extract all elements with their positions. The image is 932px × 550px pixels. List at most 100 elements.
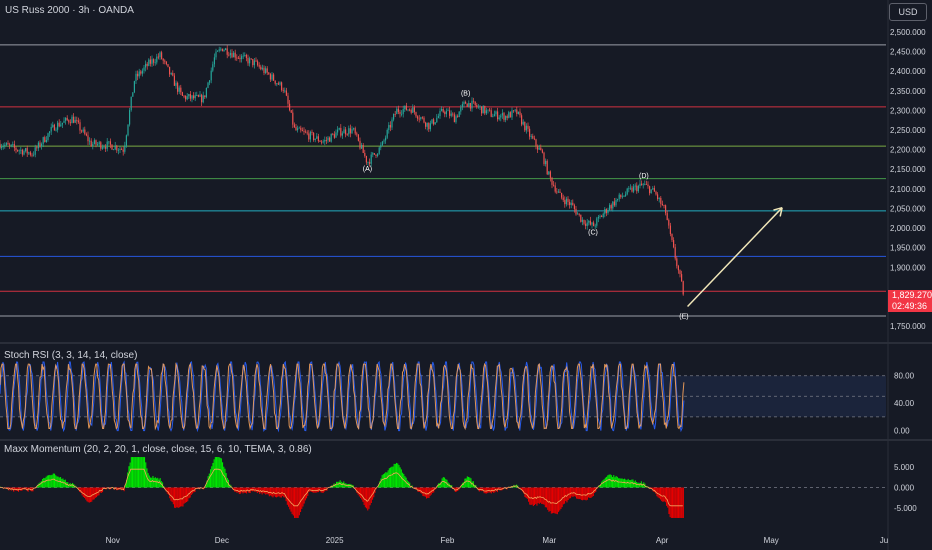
candle-body: [151, 59, 153, 64]
candle-body: [452, 113, 454, 115]
momentum-bar: [465, 478, 467, 488]
momentum-bar: [223, 466, 225, 488]
momentum-bar: [418, 487, 420, 492]
candle-body: [282, 90, 284, 91]
momentum-bar: [590, 487, 592, 499]
candle-body: [497, 111, 499, 120]
momentum-bar: [132, 457, 134, 488]
candle-body: [209, 80, 211, 83]
candle-body: [2, 146, 4, 148]
momentum-bar: [68, 484, 70, 488]
stoch-series-line: [0, 362, 685, 431]
candle-body: [615, 200, 617, 206]
candle-body: [610, 205, 612, 209]
momentum-bar: [544, 487, 546, 508]
candle-body: [100, 142, 102, 149]
momentum-bar: [482, 487, 484, 491]
momentum-bar: [288, 487, 290, 507]
momentum-bar: [51, 474, 53, 488]
momentum-bar: [274, 487, 276, 498]
price-axis-tick: 1,750.000: [890, 322, 926, 331]
candle-body: [508, 112, 510, 118]
momentum-bar: [175, 487, 177, 509]
candle-body: [146, 63, 148, 66]
momentum-bar: [520, 487, 522, 491]
candle-body: [183, 95, 185, 97]
momentum-bar: [235, 487, 237, 492]
candle-body: [245, 54, 247, 58]
wave-label: (C): [588, 230, 598, 237]
candle-body: [657, 194, 659, 199]
candle-body: [353, 128, 355, 130]
momentum-bar: [212, 462, 214, 488]
momentum-bar: [674, 487, 676, 518]
momentum-bar: [130, 457, 132, 488]
momentum-bar: [61, 478, 63, 488]
momentum-bar: [620, 478, 622, 488]
momentum-bar: [93, 487, 95, 500]
candle-body: [484, 105, 486, 114]
candle-body: [193, 95, 195, 99]
momentum-bar: [129, 462, 131, 488]
momentum-bar: [628, 480, 630, 488]
candle-body: [346, 134, 348, 136]
momentum-bar: [676, 487, 678, 518]
momentum-bar: [484, 487, 486, 494]
momentum-bar: [393, 463, 395, 488]
momentum-bar: [385, 472, 387, 488]
candle-body: [322, 141, 324, 143]
candle-body: [514, 109, 516, 111]
candle-body: [236, 57, 238, 59]
candle-body: [17, 150, 19, 151]
candle-body: [217, 50, 219, 52]
candle-body: [119, 148, 121, 150]
candle-body: [361, 145, 363, 149]
candle-body: [391, 119, 393, 128]
candle-body: [213, 57, 215, 65]
momentum-bar: [80, 487, 82, 493]
candle-body: [161, 52, 163, 59]
candle-body: [274, 80, 276, 84]
candle-body: [321, 141, 323, 143]
momentum-bar: [400, 469, 402, 488]
candle-body: [201, 94, 203, 103]
candle-body: [154, 62, 156, 64]
candle-body: [572, 202, 574, 206]
candle-body: [137, 73, 139, 77]
momentum-bar: [40, 481, 42, 488]
stoch-axis-tick: 40.00: [894, 399, 915, 408]
momentum-bar: [621, 478, 623, 488]
candle-body: [57, 122, 59, 130]
candle-body: [311, 131, 313, 133]
currency-button[interactable]: USD: [889, 3, 927, 21]
wave-label: (E): [679, 313, 688, 320]
momentum-bar: [304, 487, 306, 501]
momentum-bar: [222, 462, 224, 488]
momentum-bar: [321, 487, 323, 493]
momentum-bar: [404, 476, 406, 488]
candle-body: [428, 122, 430, 130]
momentum-bar: [378, 485, 380, 488]
candle-body: [106, 141, 108, 149]
candle-body: [429, 123, 431, 130]
momentum-bar: [220, 458, 222, 488]
candle-body: [623, 195, 625, 197]
candle-body: [289, 103, 291, 111]
momentum-bar: [567, 487, 569, 501]
candle-body: [441, 108, 443, 111]
candle-body: [410, 109, 412, 113]
candle-body: [649, 186, 651, 194]
candle-body: [527, 125, 529, 129]
candle-body: [682, 281, 684, 295]
candle-body: [170, 73, 172, 75]
momentum-bar: [591, 487, 593, 497]
momentum-bar: [367, 487, 369, 511]
candle-body: [407, 109, 409, 111]
momentum-bar: [570, 487, 572, 499]
momentum-bar: [298, 487, 300, 516]
momentum-bar: [319, 487, 321, 491]
momentum-bar: [207, 476, 209, 488]
momentum-bar: [50, 475, 52, 488]
